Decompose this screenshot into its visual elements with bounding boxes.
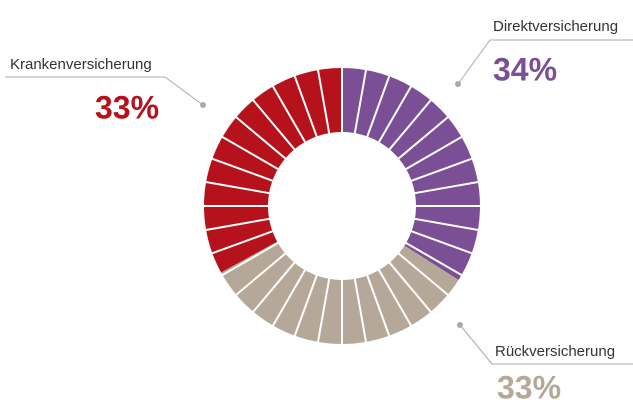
segment-divider — [293, 75, 318, 138]
segment-divider — [293, 274, 318, 337]
segment-divider — [404, 241, 463, 277]
segment-divider — [388, 261, 433, 314]
category-label: Direktversicherung — [493, 18, 618, 35]
segment-divider — [271, 268, 307, 327]
segment-divider — [211, 230, 274, 255]
segment-divider — [221, 241, 280, 277]
value-label: 34% — [493, 51, 557, 87]
segment-divider — [410, 230, 473, 255]
segment-divider — [221, 135, 280, 171]
segment-divider — [251, 98, 296, 151]
segment-divider — [353, 277, 368, 344]
leader-line — [459, 324, 633, 365]
segment-divider — [366, 274, 391, 337]
segment-divider — [234, 252, 287, 297]
segment-divider — [316, 68, 331, 135]
value-label: 33% — [497, 369, 561, 405]
segment-divider — [377, 85, 413, 144]
segment-divider — [413, 217, 480, 232]
donut-slice — [204, 68, 342, 273]
segment-divider — [377, 268, 413, 327]
leader-line — [5, 76, 204, 106]
segment-divider — [316, 277, 331, 344]
segment-divider — [353, 68, 368, 135]
segment-divider — [234, 115, 287, 160]
segment-divider — [251, 261, 296, 314]
segment-divider — [388, 98, 433, 151]
segment-divider — [204, 180, 271, 195]
segment-divider — [397, 115, 450, 160]
value-label: 33% — [95, 89, 159, 125]
donut-slice — [342, 68, 481, 280]
category-label: Krankenversicherung — [10, 56, 152, 73]
category-label: Rückversicherung — [495, 343, 615, 360]
segment-divider — [271, 85, 307, 144]
segment-divider — [366, 75, 391, 138]
segment-divider — [404, 135, 463, 171]
segment-divider — [397, 252, 450, 297]
segment-divider — [211, 157, 274, 182]
leader-line — [457, 39, 633, 85]
donut-slice — [221, 241, 459, 344]
segment-divider — [413, 180, 480, 195]
segment-divider — [410, 157, 473, 182]
segment-divider — [204, 217, 271, 232]
